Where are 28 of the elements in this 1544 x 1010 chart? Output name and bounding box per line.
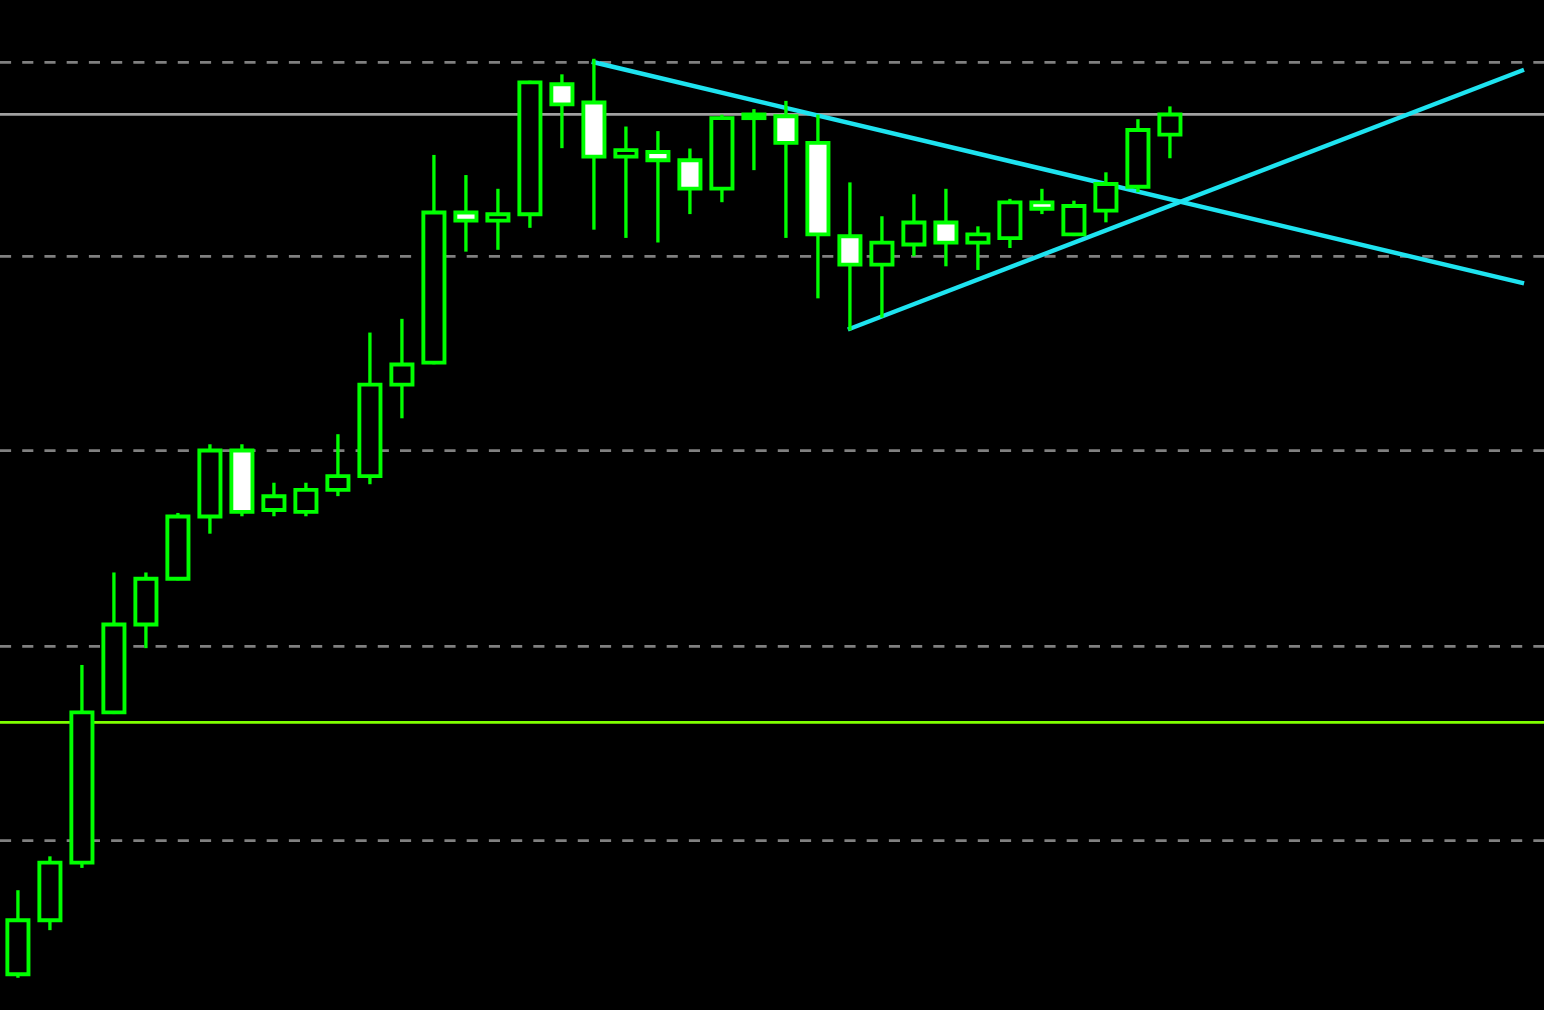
candlestick bbox=[197, 444, 223, 534]
candlestick bbox=[69, 664, 95, 868]
candlestick bbox=[389, 318, 415, 419]
candlestick bbox=[805, 114, 831, 299]
candlestick bbox=[677, 148, 703, 215]
candlestick bbox=[133, 572, 159, 649]
candlestick bbox=[837, 182, 863, 331]
candlestick bbox=[965, 226, 991, 270]
candlestick bbox=[741, 109, 767, 171]
candlestick bbox=[1093, 172, 1119, 223]
candlestick bbox=[773, 100, 799, 238]
candlestick bbox=[933, 188, 959, 267]
candlestick bbox=[1125, 119, 1151, 193]
candlestick bbox=[1157, 106, 1183, 159]
candlestick bbox=[645, 131, 671, 243]
candlestick bbox=[37, 856, 63, 931]
candlestick bbox=[357, 332, 383, 485]
candlestick bbox=[901, 194, 927, 257]
candlestick bbox=[485, 188, 511, 250]
candlestick bbox=[325, 434, 351, 497]
candlestick bbox=[549, 74, 575, 149]
candlestick bbox=[581, 58, 607, 230]
candlestick bbox=[613, 126, 639, 238]
candlestick bbox=[1029, 188, 1055, 215]
candlestick bbox=[261, 482, 287, 517]
candlestick bbox=[869, 216, 895, 318]
candlestick bbox=[5, 890, 31, 978]
candlestick bbox=[453, 175, 479, 252]
